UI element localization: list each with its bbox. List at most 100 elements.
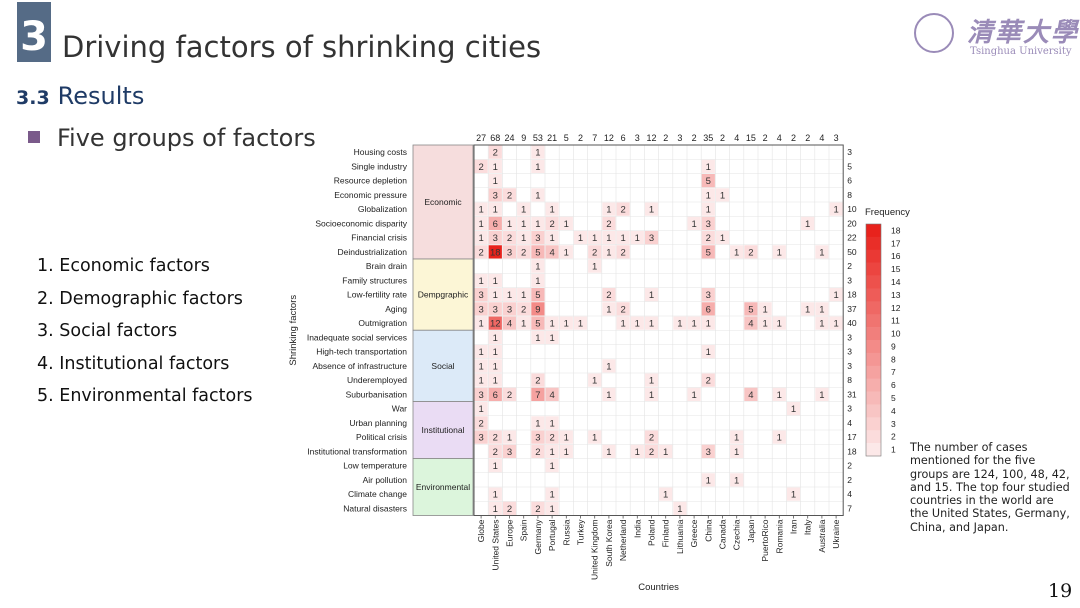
column-total-label: 2	[763, 133, 768, 143]
cell-value-label: 1	[706, 319, 711, 330]
cell-value-label: 2	[549, 219, 554, 230]
cell-value-label: 1	[777, 247, 782, 258]
column-total-label: 15	[746, 133, 756, 143]
cell-value-label: 1	[734, 447, 739, 458]
column-total-label: 12	[604, 133, 614, 143]
legend-swatch	[866, 301, 881, 315]
heatmap-cell	[602, 231, 616, 245]
legend-swatch	[866, 236, 881, 251]
cell-value-label: 3	[535, 233, 540, 244]
legend-value-label: 14	[891, 277, 901, 287]
cell-value-label: 1	[833, 205, 838, 216]
column-total-label: 3	[635, 133, 640, 143]
cell-value-label: 2	[620, 205, 625, 216]
cell-value-label: 1	[521, 205, 526, 216]
legend-value-label: 11	[891, 316, 900, 326]
cell-value-label: 1	[549, 461, 554, 472]
legend-value-label: 7	[891, 367, 896, 377]
heatmap-cell	[531, 216, 545, 230]
cell-value-label: 2	[507, 390, 512, 401]
cell-value-label: 1	[620, 319, 625, 330]
cell-value-label: 1	[535, 262, 540, 273]
column-total-label: 2	[578, 133, 583, 143]
factor-group-item: 5. Environmental factors	[37, 386, 253, 407]
heatmap-cell	[701, 231, 715, 245]
cell-value-label: 1	[549, 447, 554, 458]
heatmap-cell	[517, 231, 531, 245]
heatmap-cell	[488, 430, 502, 444]
cell-value-label: 3	[706, 219, 711, 230]
cell-value-label: 5	[706, 176, 711, 187]
cell-value-label: 1	[833, 290, 838, 301]
factor-group-item: 4. Institutional factors	[37, 353, 230, 374]
row-total-label: 7	[847, 503, 852, 513]
heatmap-cell	[701, 345, 715, 359]
legend-value-label: 6	[891, 380, 896, 390]
logo-chinese-name: 清華大學	[967, 18, 1080, 48]
heatmap-cell	[815, 302, 829, 316]
country-label: China	[703, 519, 713, 541]
heatmap-cell	[602, 444, 616, 458]
factor-label: Low temperature	[343, 461, 407, 471]
heatmap-cell	[488, 387, 502, 401]
heatmap-cell	[502, 430, 517, 444]
section-heading: 3.3 Results	[16, 82, 144, 110]
cell-value-label: 1	[592, 262, 597, 273]
cell-value-label: 1	[521, 233, 526, 244]
heatmap-cell	[815, 387, 829, 401]
cell-value-label: 1	[635, 319, 640, 330]
heatmap-cell	[502, 444, 517, 458]
cell-value-label: 1	[478, 233, 483, 244]
heatmap-cell	[829, 288, 843, 302]
cell-value-label: 1	[606, 247, 611, 258]
cell-value-label: 1	[663, 490, 668, 501]
heatmap-cell	[474, 288, 488, 302]
cell-value-label: 3	[478, 390, 483, 401]
heatmap-cell	[517, 302, 531, 316]
row-total-label: 37	[847, 304, 857, 314]
row-total-label: 4	[847, 489, 852, 499]
heatmap-cell	[730, 430, 744, 444]
cell-value-label: 1	[549, 333, 554, 344]
heatmap-cell	[545, 430, 559, 444]
heatmap-cell	[644, 288, 659, 302]
heatmap-cell	[502, 216, 517, 230]
cell-value-label: 3	[706, 447, 711, 458]
cell-value-label: 1	[791, 490, 796, 501]
cell-value-label: 5	[535, 319, 540, 330]
heatmap-cell	[815, 245, 829, 259]
heatmap-cell	[474, 387, 488, 401]
row-total-label: 6	[847, 176, 852, 186]
heatmap-cell	[531, 387, 545, 401]
cell-value-label: 1	[535, 276, 540, 287]
factor-label: Underemployed	[347, 375, 407, 385]
cell-value-label: 2	[706, 376, 711, 387]
cell-value-label: 1	[521, 319, 526, 330]
legend-value-label: 2	[891, 432, 896, 442]
cell-value-label: 1	[706, 190, 711, 201]
cell-value-label: 1	[620, 233, 625, 244]
legend-value-label: 17	[891, 238, 901, 248]
heatmap-cell	[701, 159, 715, 173]
factor-group-label: Environmental	[416, 482, 470, 492]
legend-swatch	[866, 378, 881, 392]
heatmap-cell	[488, 174, 502, 188]
cell-value-label: 1	[493, 333, 498, 344]
heatmap-cell	[630, 444, 644, 458]
row-total-label: 3	[847, 332, 852, 342]
heatmap-cell	[474, 345, 488, 359]
legend-title: Frequency	[865, 207, 910, 218]
cell-value-label: 1	[706, 162, 711, 173]
factor-group-item: 3. Social factors	[37, 321, 178, 342]
heatmap-cell	[573, 316, 588, 330]
column-total-label: 2	[663, 133, 668, 143]
factor-group-box	[412, 144, 474, 260]
cell-value-label: 1	[592, 433, 597, 444]
heatmap-cell	[758, 316, 772, 330]
heatmap-cell	[602, 245, 616, 259]
cell-value-label: 1	[478, 376, 483, 387]
heatmap-cell	[531, 159, 545, 173]
heatmap-cell	[545, 487, 559, 501]
factor-group-label: Institutional	[422, 425, 465, 435]
column-total-label: 4	[734, 133, 739, 143]
